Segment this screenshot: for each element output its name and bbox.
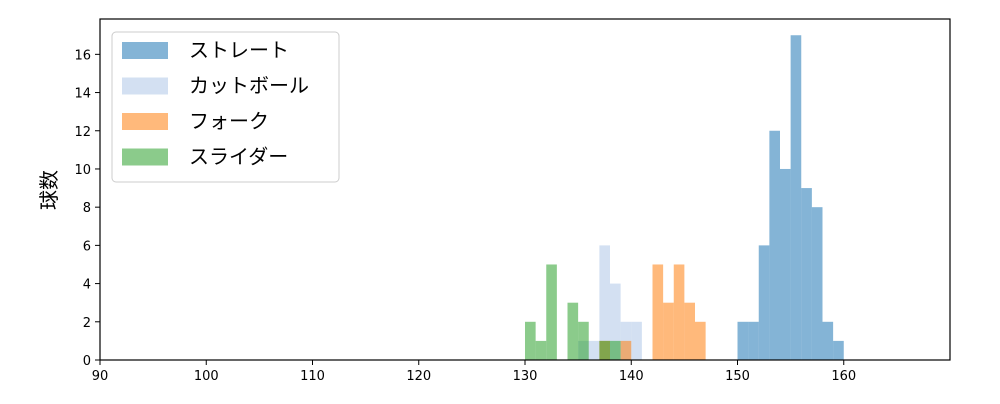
y-tick-label: 2: [83, 316, 91, 331]
legend-label: スライダー: [189, 145, 288, 169]
bar-2-146: [695, 321, 706, 360]
bar-0-152: [758, 245, 770, 360]
bar-1-140: [631, 321, 642, 360]
bar-3-137: [599, 340, 610, 360]
legend-swatch: [122, 77, 168, 95]
bar-0-155: [790, 35, 802, 360]
y-tick-label: 0: [83, 354, 91, 369]
bar-3-138: [610, 340, 621, 360]
y-tick-label: 4: [83, 278, 91, 293]
x-tick-label: 140: [619, 369, 644, 384]
bar-2-144: [673, 264, 685, 360]
y-tick-label: 6: [83, 239, 91, 254]
x-tick-label: 160: [831, 369, 856, 384]
legend-swatch: [122, 148, 168, 166]
y-tick-label: 16: [74, 48, 91, 63]
bar-0-157: [811, 207, 823, 360]
bar-3-131: [535, 340, 547, 360]
x-tick-label: 130: [513, 369, 538, 384]
bar-0-154: [780, 168, 791, 360]
bar-3-135: [578, 321, 589, 360]
bar-3-132: [546, 264, 557, 360]
bar-3-134: [567, 302, 579, 360]
legend-label: カットボール: [189, 74, 309, 98]
bar-2-145: [684, 302, 695, 360]
x-tick-label: 90: [92, 369, 109, 384]
y-tick-label: 8: [83, 201, 91, 216]
x-tick-label: 110: [300, 369, 325, 384]
x-tick-label: 100: [194, 369, 219, 384]
bar-2-139: [620, 340, 632, 360]
legend-swatch: [122, 42, 168, 59]
x-tick-label: 120: [406, 369, 431, 384]
bar-1-137: [599, 245, 610, 360]
bar-0-150: [737, 321, 749, 360]
bar-0-151: [748, 321, 759, 360]
bar-2-142: [652, 264, 664, 360]
bar-2-143: [663, 302, 674, 360]
bar-1-136: [588, 340, 600, 360]
legend-label: ストレート: [189, 38, 289, 62]
y-axis-label: 球数: [37, 170, 61, 210]
bar-0-156: [801, 188, 812, 360]
y-tick-label: 10: [74, 163, 91, 178]
legend-label: フォーク: [189, 109, 269, 133]
bar-0-159: [833, 340, 844, 360]
y-tick-label: 14: [74, 87, 91, 102]
bar-0-153: [769, 130, 780, 360]
x-tick-label: 150: [725, 369, 750, 384]
legend-swatch: [122, 113, 168, 130]
bar-1-138: [610, 283, 621, 360]
bar-3-130: [525, 321, 536, 360]
bar-0-158: [822, 321, 834, 360]
y-tick-label: 12: [74, 125, 91, 140]
